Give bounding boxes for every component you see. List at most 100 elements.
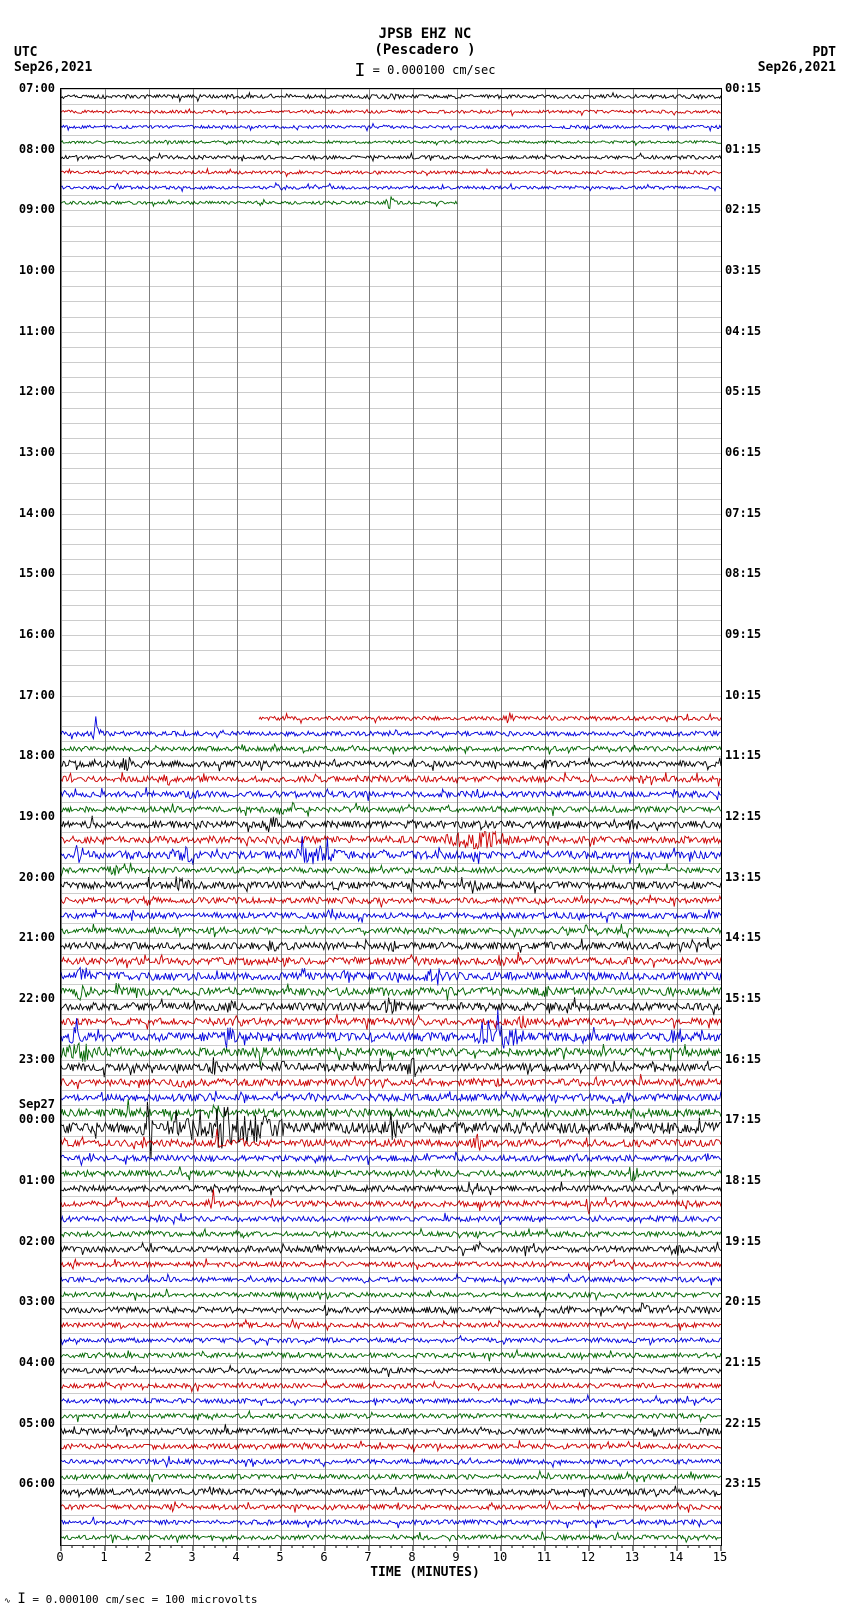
trace-line	[61, 744, 721, 754]
x-tick: 13	[622, 1550, 642, 1564]
x-tick: 5	[270, 1550, 290, 1564]
x-tick: 0	[50, 1550, 70, 1564]
trace-line	[61, 1242, 721, 1256]
trace-line	[61, 895, 721, 908]
x-tick: 12	[578, 1550, 598, 1564]
trace-line	[61, 1166, 721, 1181]
trace-line	[61, 757, 721, 771]
left-time-label: 16:00	[5, 627, 55, 641]
trace-line	[61, 1517, 721, 1528]
right-time-label: 22:15	[725, 1416, 761, 1430]
left-time-label: 13:00	[5, 445, 55, 459]
station-code: JPSB EHZ NC	[0, 26, 850, 42]
left-time-label: 17:00	[5, 688, 55, 702]
left-time-label: 06:00	[5, 1476, 55, 1490]
trace-line	[61, 183, 721, 191]
trace-line	[61, 983, 721, 1001]
right-time-label: 06:15	[725, 445, 761, 459]
trace-line	[61, 1531, 721, 1543]
x-axis-title: TIME (MINUTES)	[0, 1565, 850, 1580]
x-tick: 9	[446, 1550, 466, 1564]
x-tick: 1	[94, 1550, 114, 1564]
right-time-label: 17:15	[725, 1112, 761, 1126]
trace-line	[61, 1395, 721, 1406]
trace-line	[61, 1152, 721, 1165]
trace-line	[61, 1366, 721, 1377]
trace-line	[61, 1411, 721, 1422]
trace-line	[61, 169, 721, 177]
right-time-label: 10:15	[725, 688, 761, 702]
right-time-label: 13:15	[725, 870, 761, 884]
x-tick: 14	[666, 1550, 686, 1564]
trace-line	[61, 1229, 721, 1239]
trace-line	[61, 802, 721, 816]
trace-line	[259, 713, 721, 724]
right-time-label: 09:15	[725, 627, 761, 641]
trace-line	[61, 1274, 721, 1286]
left-time-label: 19:00	[5, 809, 55, 823]
trace-line	[61, 1074, 721, 1089]
timezone-left: UTC	[14, 45, 37, 60]
trace-line	[61, 952, 721, 968]
right-time-label: 03:15	[725, 263, 761, 277]
left-time-label: 21:00	[5, 930, 55, 944]
right-time-label: 21:15	[725, 1355, 761, 1369]
right-time-label: 11:15	[725, 748, 761, 762]
left-time-label: 05:00	[5, 1416, 55, 1430]
trace-line	[61, 1258, 721, 1270]
date-right: Sep26,2021	[758, 60, 836, 75]
station-location: (Pescadero )	[0, 42, 850, 58]
right-time-label: 19:15	[725, 1234, 761, 1248]
left-time-label: 07:00	[5, 81, 55, 95]
trace-line	[61, 832, 721, 849]
trace-line	[61, 109, 721, 116]
right-time-label: 04:15	[725, 324, 761, 338]
x-tick: 8	[402, 1550, 422, 1564]
scale-reference: I = 0.000100 cm/sec	[355, 60, 496, 81]
left-time-label: 08:00	[5, 142, 55, 156]
trace-line	[61, 1501, 721, 1512]
trace-line	[61, 1471, 721, 1482]
trace-line	[61, 716, 721, 739]
trace-line	[61, 1381, 721, 1392]
trace-line	[61, 1350, 721, 1361]
right-time-label: 08:15	[725, 566, 761, 580]
seismogram-container: JPSB EHZ NC (Pescadero ) I = 0.000100 cm…	[0, 0, 850, 1613]
right-time-label: 01:15	[725, 142, 761, 156]
left-time-label: 20:00	[5, 870, 55, 884]
right-time-label: 12:15	[725, 809, 761, 823]
right-time-label: 05:15	[725, 384, 761, 398]
trace-line	[61, 1336, 721, 1346]
right-time-label: 00:15	[725, 81, 761, 95]
trace-line	[61, 1182, 721, 1196]
right-time-label: 02:15	[725, 202, 761, 216]
x-tick: 4	[226, 1550, 246, 1564]
date-left: Sep26,2021	[14, 60, 92, 75]
left-time-label: 23:00	[5, 1052, 55, 1066]
trace-line	[61, 1289, 721, 1301]
footer-scale: ∿ I = 0.000100 cm/sec = 100 microvolts	[4, 1591, 258, 1607]
trace-line	[61, 1213, 721, 1225]
left-time-label: 12:00	[5, 384, 55, 398]
trace-line	[61, 937, 721, 953]
left-time-label: 01:00	[5, 1173, 55, 1187]
left-time-label: 11:00	[5, 324, 55, 338]
trace-line	[61, 1486, 721, 1497]
trace-line	[61, 1319, 721, 1330]
trace-line	[61, 153, 721, 161]
x-tick: 11	[534, 1550, 554, 1564]
trace-line	[61, 863, 721, 877]
trace-line	[61, 1129, 721, 1151]
plot-area	[60, 88, 722, 1546]
right-time-label: 16:15	[725, 1052, 761, 1066]
right-time-label: 20:15	[725, 1294, 761, 1308]
right-time-label: 23:15	[725, 1476, 761, 1490]
left-time-label: 02:00	[5, 1234, 55, 1248]
left-time-label: 09:00	[5, 202, 55, 216]
x-tick: 6	[314, 1550, 334, 1564]
left-date-marker: Sep27	[5, 1097, 55, 1111]
trace-line	[61, 787, 721, 801]
trace-line	[61, 1424, 721, 1437]
right-time-label: 15:15	[725, 991, 761, 1005]
trace-line	[61, 1303, 721, 1317]
